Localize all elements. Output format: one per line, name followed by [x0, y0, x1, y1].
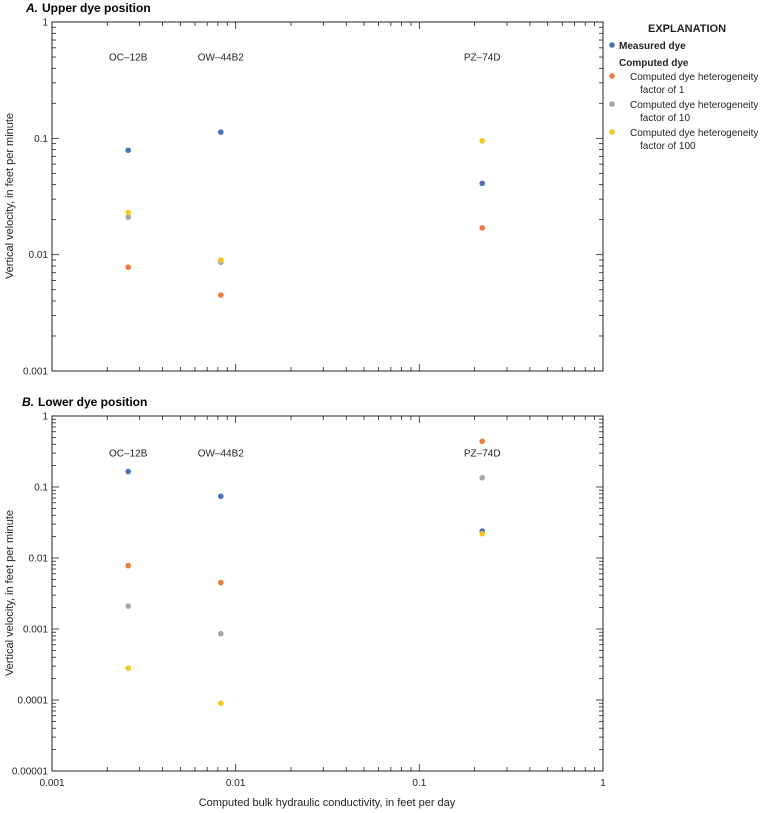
- y-tick-label: 0.1: [34, 134, 48, 145]
- legend-computed-heading: Computed dye: [619, 58, 689, 69]
- panel-b-y-tick-labels: 1 0.1 0.01 0.001 0.0001 0.00001: [12, 412, 49, 778]
- panel-a-plot-frame: [51, 21, 604, 372]
- panel-a-ticks: [52, 22, 603, 371]
- well-label: OW–44B2: [198, 53, 245, 64]
- well-label: OC–12B: [109, 449, 148, 460]
- legend-title: EXPLANATION: [648, 23, 726, 35]
- point-hf1: [479, 225, 486, 231]
- well-label: OW–44B2: [198, 449, 245, 460]
- legend-marker-hf10: [609, 101, 615, 107]
- panel-b-ticks: [52, 416, 603, 771]
- y-tick-label: 0.001: [23, 367, 48, 378]
- y-tick-label: 0.1: [34, 483, 48, 494]
- panel-a-points: [125, 129, 486, 298]
- point-hf10: [125, 214, 132, 220]
- panel-lower-dye-position: B. Lower dye position 1 0.1 0.01 0.001 0.0001…: [4, 395, 606, 789]
- panel-a-y-tick-labels: 1 0.1 0.01 0.001: [23, 18, 48, 378]
- point-hf1: [479, 438, 486, 445]
- panel-upper-dye-position: A. Upper dye position 1 0.1 0.01 0.001 OC–12…: [4, 1, 604, 378]
- point-hf1: [218, 292, 224, 298]
- panel-a-y-axis-label: Vertical velocity, in feet per minute: [4, 113, 16, 279]
- x-axis-label: Computed bulk hydraulic conductivity, in…: [199, 797, 456, 809]
- panel-b-points: [125, 438, 486, 707]
- y-tick-label: 1: [42, 18, 48, 29]
- point-hf1: [125, 264, 132, 271]
- point-measured: [479, 180, 486, 187]
- legend-label-hf100: Computed dye heterogeneity: [630, 128, 758, 139]
- y-tick-label: 0.0001: [17, 696, 48, 707]
- legend-measured-label: Measured dye: [619, 41, 686, 52]
- y-tick-label: 0.01: [29, 554, 49, 565]
- legend-marker-hf1: [609, 73, 615, 79]
- point-hf10: [125, 603, 132, 609]
- point-hf100: [479, 138, 486, 144]
- legend-label-hf100: factor of 100: [640, 141, 696, 152]
- y-tick-label: 0.01: [29, 250, 49, 261]
- point-hf100: [125, 665, 132, 672]
- legend-label-hf1: factor of 1: [640, 85, 685, 96]
- point-measured: [218, 129, 224, 135]
- legend-marker-hf100: [609, 129, 615, 135]
- well-label: PZ–74D: [464, 449, 501, 460]
- panel-b-x-tick-labels: 0.001 0.01 0.1 1: [39, 778, 606, 789]
- legend-label-hf1: Computed dye heterogeneity: [630, 72, 758, 83]
- legend-computed-items: Computed dye heterogeneity factor of 1 Com…: [609, 72, 758, 152]
- point-hf10: [218, 630, 224, 637]
- point-hf100: [479, 530, 486, 537]
- point-hf10: [479, 474, 486, 481]
- y-tick-label: 0.00001: [12, 767, 49, 778]
- well-label: OC–12B: [109, 53, 148, 64]
- y-tick-label: 0.001: [23, 625, 48, 636]
- point-hf100: [125, 209, 132, 216]
- legend-measured-marker: [609, 42, 615, 48]
- panel-a-well-labels: OC–12B OW–44B2 PZ–74D: [109, 53, 501, 64]
- point-hf100: [218, 257, 224, 263]
- point-measured: [125, 468, 132, 475]
- x-tick-label: 0.1: [412, 778, 426, 789]
- legend-explanation: EXPLANATION Measured dye Computed dye Co…: [609, 23, 758, 152]
- panel-a-title: A. Upper dye position: [25, 1, 151, 15]
- x-tick-label: 0.001: [39, 778, 64, 789]
- point-measured: [125, 147, 132, 154]
- x-tick-label: 0.01: [226, 778, 246, 789]
- x-tick-label: 1: [600, 778, 606, 789]
- legend-label-hf10: Computed dye heterogeneity: [630, 100, 758, 111]
- well-label: PZ–74D: [464, 53, 501, 64]
- point-hf100: [218, 700, 224, 707]
- panel-b-y-axis-label: Vertical velocity, in feet per minute: [4, 510, 16, 676]
- y-tick-label: 1: [42, 412, 48, 423]
- panel-b-title: B. Lower dye position: [22, 395, 147, 409]
- point-hf1: [125, 562, 132, 569]
- panel-b-plot-frame: [51, 415, 604, 772]
- point-hf1: [218, 579, 224, 586]
- point-measured: [218, 493, 224, 500]
- legend-label-hf10: factor of 10: [640, 113, 690, 124]
- panel-b-well-labels: OC–12B OW–44B2 PZ–74D: [109, 449, 501, 460]
